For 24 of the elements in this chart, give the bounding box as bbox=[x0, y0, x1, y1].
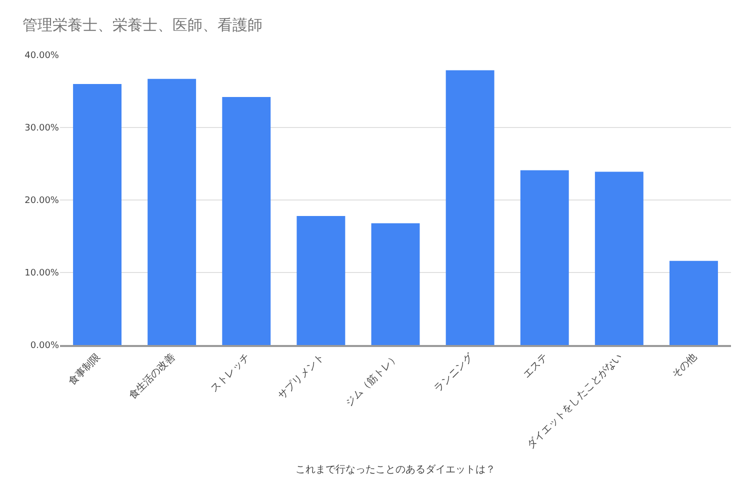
x-tick-label: その他 bbox=[670, 350, 700, 381]
x-tick-label: ストレッチ bbox=[208, 352, 252, 395]
bar bbox=[520, 170, 569, 345]
bar bbox=[669, 260, 718, 345]
bar bbox=[222, 97, 271, 345]
x-tick-label: 食生活の改善 bbox=[126, 350, 178, 402]
chart-title: 管理栄養士、栄養士、医師、看護師 bbox=[22, 16, 263, 34]
y-tick-label: 0.00% bbox=[30, 341, 60, 352]
bar bbox=[594, 172, 644, 345]
y-tick-label: 30.00% bbox=[24, 124, 60, 134]
bar bbox=[73, 84, 122, 345]
bar bbox=[148, 78, 196, 345]
y-tick-label: 20.00% bbox=[24, 196, 60, 206]
y-tick-label: 40.00% bbox=[24, 51, 60, 62]
x-tick-label: 食事制限 bbox=[66, 350, 103, 388]
x-tick-label: エステ bbox=[521, 352, 550, 381]
bar bbox=[446, 70, 494, 345]
bar bbox=[296, 216, 346, 345]
x-tick-label: ランニング bbox=[432, 350, 476, 395]
x-tick-label: ジム（筋トレ） bbox=[343, 350, 402, 409]
bar bbox=[371, 223, 420, 345]
x-tick-label: サプリメント bbox=[276, 350, 327, 402]
x-axis-title: これまで行なったことのあるダイエットは？ bbox=[296, 463, 496, 476]
y-tick-label: 10.00% bbox=[24, 268, 60, 279]
